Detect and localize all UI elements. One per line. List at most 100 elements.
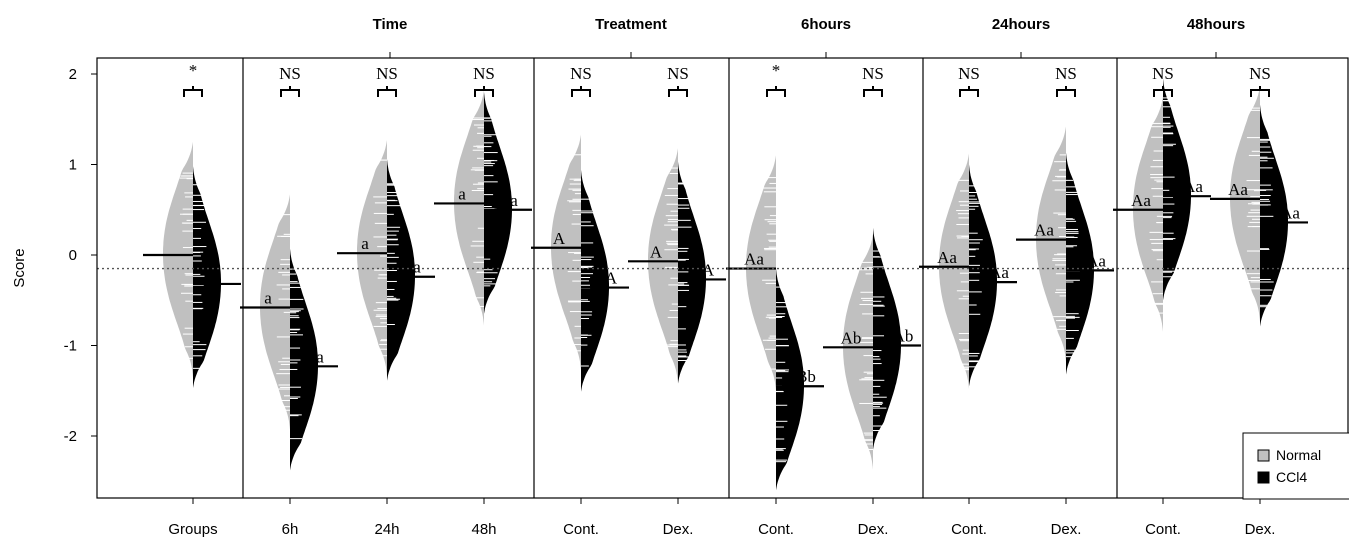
bean-2-1-normal-letter: A [650,242,663,261]
panel-title-2: Treatment [595,16,667,33]
bean-2-1-ccl4-density [678,161,706,384]
bean-1-2-normal-rug [470,117,484,308]
bean-1-0-ccl4-rug [290,268,304,440]
bean-1-1-normal-letter: a [361,234,369,253]
bean-0-0-normal-density [163,141,193,378]
bean-2-0-ccl4-letter: A [605,269,618,288]
bean-5-1-normal-rug [1246,107,1260,290]
bean-2-0-x-label: Cont. [563,521,599,538]
legend-label-ccl4: CCl4 [1276,469,1307,485]
bean-4-1-ccl4-letter: Aa [1086,251,1106,270]
bean-5-0-ccl4-letter: Aa [1183,177,1203,196]
bean-5-0-normal-density [1133,96,1163,332]
bean-5-1-x-label: Dex. [1245,521,1276,538]
bean-3-1-normal-rug [859,261,873,451]
bean-1-2-sig-bracket [474,86,494,97]
bean-5-1-ccl4-letter: Aa [1280,203,1300,222]
bean-5-0-x-label: Cont. [1145,521,1181,538]
bean-1-1-normal-rug [373,159,387,357]
bean-1-2-ccl4-rug [484,117,498,287]
bean-3-0-normal-rug [762,177,776,370]
bean-5-0-normal-letter: Aa [1131,191,1151,210]
bean-4-1-normal-letter: Aa [1034,221,1054,240]
y-tick-label--1: -1 [64,338,77,355]
bean-2-0-normal-rug [567,154,581,352]
panel-titles: Time Treatment 6hours 24hours 48hours [373,16,1246,33]
bean-5-1-normal-letter: Aa [1228,180,1248,199]
plot-frame [96,57,1349,499]
bean-4-1-normal-rug [1052,154,1066,330]
bean-5-1-ccl4-rug [1260,138,1274,308]
bean-5-1-ccl4-density [1260,104,1288,327]
bean-0-0-ccl4-rug [193,184,207,369]
bean-3-1-normal-letter: Ab [841,328,862,347]
bean-1-2-ccl4-letter: a [510,191,518,210]
bean-2-0-normal-letter: A [553,229,566,248]
x-axis-labels: Groups 6h 24h 48h Cont. Dex. Cont. Dex. Cont. Dex… [168,498,1275,538]
bean-4-1-x-label: Dex. [1051,521,1082,538]
y-axis-label: Score [11,248,28,287]
bean-4-0-sig-text: NS [958,64,980,83]
bean-3-0-ccl4-letter: Bb [796,367,816,386]
bean-3-0-sig-bracket [766,86,786,97]
bean-5-1-sig-bracket [1250,86,1270,97]
bean-3-0-x-label: Cont. [758,521,794,538]
panel-title-4: 24hours [992,16,1050,33]
bean-1-2-x-label: 48h [471,521,496,538]
bean-3-0-normal-letter: Aa [744,250,764,269]
bean-1-0-normal-letter: a [264,288,272,307]
bean-4-0-ccl4-rug [969,185,983,368]
bean-4-0-normal-letter: Aa [937,248,957,267]
bean-3-1-ccl4-letter: Ab [893,327,914,346]
y-tick-label-0: 0 [69,247,77,264]
panel-frames-layer [96,52,1349,499]
bean-2-1-sig-text: NS [667,64,689,83]
legend-swatch-normal [1257,449,1270,462]
bean-2-0-ccl4-rug [581,198,594,367]
group-letter-labels: a a a a a a A A A A Aa Bb Ab Ab Aa Aa Aa Aa Aa Aa Aa Aa [264,177,1300,386]
bean-0-0-x-label: Groups [168,521,217,538]
bean-1-0-normal-rug [276,214,290,411]
bean-1-0-x-label: 6h [282,521,299,538]
bean-4-1-ccl4-density [1066,152,1094,375]
bean-4-0-ccl4-letter: Aa [989,263,1009,282]
bean-1-1-ccl4-letter: a [413,258,421,277]
bean-3-0-ccl4-density [776,268,804,491]
bean-3-0-sig-text: * [772,61,781,80]
bean-4-0-normal-rug [956,179,969,371]
bean-0-0-ccl4-density [193,166,221,389]
bean-2-1-normal-density [648,148,678,384]
bean-3-1-normal-density [843,234,873,470]
bean-1-2-sig-text: NS [473,64,495,83]
bean-1-1-sig-bracket [377,86,397,97]
bean-4-0-sig-bracket [959,86,979,97]
y-tick-label-2: 2 [69,66,77,83]
bean-4-1-sig-text: NS [1055,64,1077,83]
bean-1-1-ccl4-rug [387,183,401,325]
bean-2-1-ccl4-letter: A [702,260,715,279]
bean-4-1-normal-density [1036,126,1066,362]
bean-3-0-ccl4-rug [776,286,790,463]
bean-5-1-sig-text: NS [1249,64,1271,83]
bean-2-1-x-label: Dex. [663,521,694,538]
legend: Normal CCl4 [1242,432,1349,500]
bean-1-1-sig-text: NS [376,64,398,83]
significance-annotations: * NS NS NS NS NS * NS NS NS NS NS [183,61,1271,97]
bean-3-1-x-label: Dex. [858,521,889,538]
legend-swatch-ccl4 [1257,471,1270,484]
bean-3-1-ccl4-density [873,227,901,450]
bean-1-2-ccl4-density [484,92,512,314]
bean-4-1-sig-bracket [1056,86,1076,97]
panel-title-5: 48hours [1187,16,1245,33]
bean-2-0-sig-text: NS [570,64,592,83]
bean-1-2-normal-density [454,90,484,326]
y-axis: -2 -1 0 1 2 [64,66,97,445]
bean-3-0-normal-density [746,155,776,391]
beans-layer [163,78,1288,491]
bean-3-1-sig-text: NS [862,64,884,83]
panel-title-3: 6hours [801,16,851,33]
bean-1-0-sig-bracket [280,86,300,97]
bean-5-0-sig-text: NS [1152,64,1174,83]
legend-label-normal: Normal [1276,447,1321,463]
